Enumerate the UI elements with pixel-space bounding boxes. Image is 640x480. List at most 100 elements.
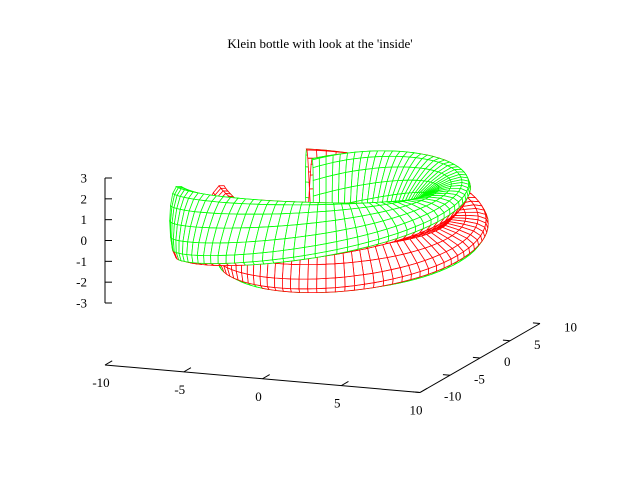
x-tick-label: -5 [174,382,185,397]
z-tick-label: 1 [81,212,88,227]
surface-patch [203,255,212,264]
surface-patch [305,222,317,237]
x-tick-label: 10 [410,403,423,418]
x-axis-ticks: -10 -5 0 5 10 [92,360,428,418]
chart-title: Klein bottle with look at the 'inside' [227,36,412,51]
y-tick-label: 0 [504,354,511,369]
surface-patch [325,277,336,289]
x-tick-mark [104,360,113,366]
surface-patch [293,235,307,250]
surface-patch [298,264,309,280]
x-tick-mark [183,367,192,373]
surface-patch [337,187,346,206]
surface-patch [242,253,254,263]
surface-patch [353,274,365,287]
surface-patch [298,288,309,294]
surface-patch [303,245,316,256]
surface-patch [234,253,245,264]
surface-patch [343,261,355,278]
surface-patch [319,176,327,195]
surface-patch [307,288,318,294]
surface-patch [316,277,327,290]
z-tick-label: -2 [76,275,87,290]
y-tick-mark [532,322,541,324]
y-tick-label: -5 [474,371,485,386]
surface-patch [252,252,264,263]
surface-patch [325,241,338,253]
surface-patch [332,160,341,176]
surface-patch [381,269,394,282]
surface-patch [266,262,276,279]
surface-patch [372,271,385,284]
z-tick-label: 0 [81,233,88,248]
surface-patch [314,243,327,255]
surface-patch [325,174,333,194]
surface-patch [274,262,284,279]
z-axis-ticks: 3 2 1 0 -1 -2 -3 [76,171,112,311]
surface-patch [316,204,327,213]
surface-patch [283,237,296,251]
surface-patch [298,278,309,290]
surface-patch [352,260,364,277]
surface-patch [296,212,309,226]
surface-patch [312,157,320,169]
y-tick-label: 10 [564,320,577,335]
surface-patch [325,161,334,178]
x-tick-mark [262,374,270,380]
y-tick-mark [412,391,421,393]
surface-patch [289,204,302,214]
surface-patch [325,203,335,212]
surface-patch [259,275,268,288]
z-tick-label: 3 [81,171,88,186]
y-tick-mark [502,339,511,342]
y-tick-mark [442,374,451,376]
surface-patch [225,254,236,264]
surface-patch [334,209,345,221]
surface-patch [318,163,327,180]
surface-patch [312,165,321,181]
surface-patch [344,275,356,288]
z-tick-label: -1 [76,254,87,269]
surface-patch [281,263,292,280]
y-tick-mark [472,356,481,359]
surface-patch [290,263,301,280]
surface-patch [331,173,340,192]
surface-patch [210,255,219,264]
x-tick-mark [341,381,349,387]
surface-patch [316,210,327,224]
x-tick-mark [419,387,428,393]
klein-bottle-surface [169,148,489,294]
surface-patch [283,201,296,206]
surface-patch [274,277,283,289]
surface-patch [290,278,300,290]
surface-patch [315,221,327,236]
x-tick-label: 0 [255,389,262,404]
surface-patch [318,156,327,167]
surface-patch [312,178,321,197]
surface-patch [449,184,463,189]
z-tick-label: 2 [81,191,88,206]
z-tick-label: -3 [76,296,87,311]
y-axis-ticks: -10 -5 0 5 10 [412,320,577,404]
surface-patch [282,248,295,259]
surface-patch [266,276,276,288]
surface-patch [293,246,306,258]
surface-patch [334,276,346,289]
surface-patch [306,149,318,159]
y-tick-label: 5 [534,337,541,352]
surface-patch [262,251,274,262]
surface-patch [307,278,318,290]
surface-patch [217,254,227,264]
surface-patch [307,264,318,280]
x-tick-label: 5 [334,396,341,411]
surface-patch [294,223,308,238]
surface-patch [463,208,478,213]
surface-patch [281,278,292,290]
surface-patch [252,274,262,287]
surface-patch [325,154,334,165]
surface-patch [325,210,336,222]
surface-patch [338,171,347,191]
y-tick-label: -10 [444,389,461,404]
surface-patch [363,272,375,285]
